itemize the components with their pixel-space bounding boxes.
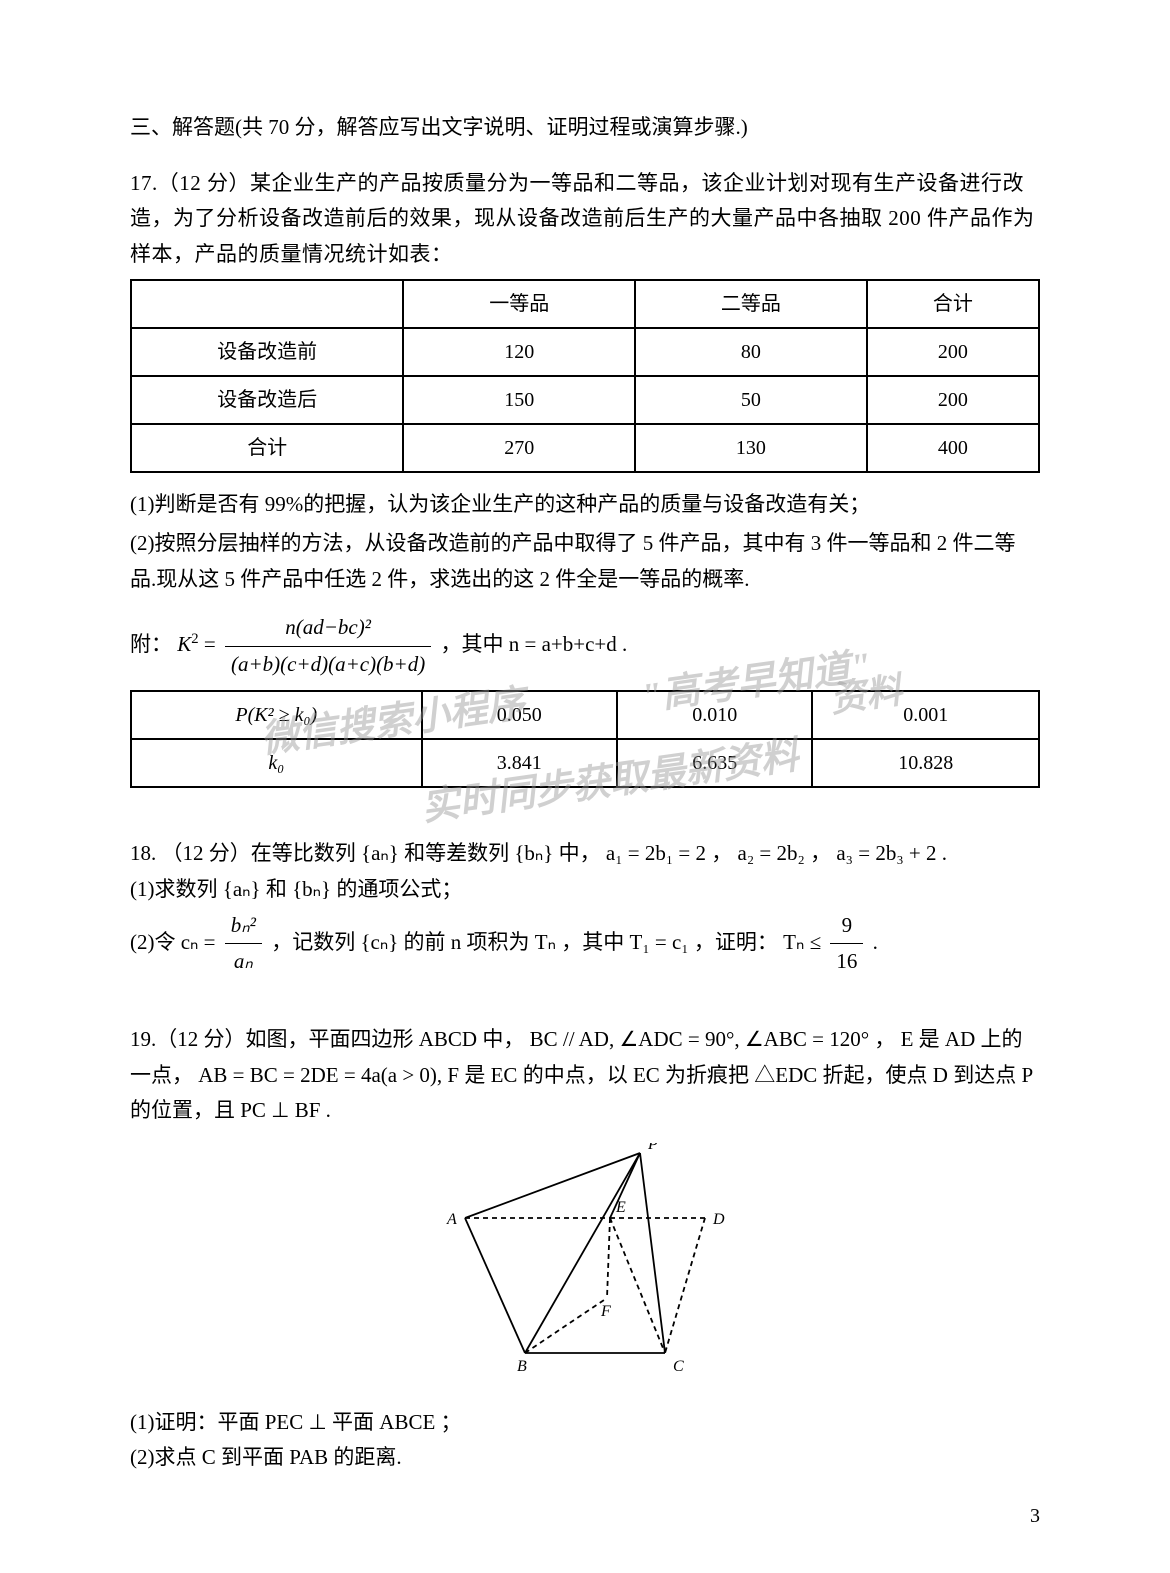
cell: 80 <box>635 328 867 376</box>
table-row: 合计 270 130 400 <box>131 424 1039 472</box>
q18-f1-den: aₙ <box>225 944 262 980</box>
q18-line3: (2)令 cₙ = bₙ² aₙ ，记数列 {cₙ} 的前 n 项积为 Tₙ ，… <box>130 908 1040 980</box>
cell: 270 <box>403 424 635 472</box>
q17-formula: 附： K2 = n(ad−bc)² (a+b)(c+d)(a+c)(b+d) ，… <box>130 610 1040 682</box>
svg-text:A: A <box>446 1211 457 1228</box>
table-row: 设备改造前 120 80 200 <box>131 328 1039 376</box>
t2-h: P(K² ≥ k₀) <box>235 704 317 726</box>
q17-table2: P(K² ≥ k₀) 0.050 0.010 0.001 k₀ 3.841 6.… <box>130 690 1040 788</box>
formula-suffix: ，其中 n = a+b+c+d . <box>440 632 627 656</box>
q18-line1: 18. （12 分）在等比数列 {aₙ} 和等差数列 {bₙ} 中， a₁ = … <box>130 836 1040 872</box>
cell: 200 <box>867 376 1039 424</box>
q19-line1: 19.（12 分）如图，平面四边形 ABCD 中， BC // AD, ∠ADC… <box>130 1022 1040 1129</box>
cell: 130 <box>635 424 867 472</box>
cell: 设备改造前 <box>131 328 403 376</box>
q18-l3-mid: ，记数列 {cₙ} 的前 n 项积为 Tₙ ，其中 T₁ = c₁ ，证明： T… <box>271 930 826 954</box>
cell: 0.001 <box>812 691 1039 739</box>
svg-text:E: E <box>615 1199 626 1216</box>
svg-text:P: P <box>647 1143 658 1153</box>
q19-diagram: A D E P B C F <box>130 1143 1040 1395</box>
cell <box>131 280 403 328</box>
cell: 10.828 <box>812 739 1039 787</box>
svg-text:F: F <box>600 1303 611 1320</box>
q18-f1-num: bₙ² <box>225 908 262 945</box>
table-row: 设备改造后 150 50 200 <box>131 376 1039 424</box>
geometry-svg: A D E P B C F <box>435 1143 735 1383</box>
table-row: P(K² ≥ k₀) 0.050 0.010 0.001 <box>131 691 1039 739</box>
q17-table1: 一等品 二等品 合计 设备改造前 120 80 200 设备改造后 150 50… <box>130 279 1040 473</box>
page-number: 3 <box>1030 1499 1040 1533</box>
cell: P(K² ≥ k₀) <box>131 691 422 739</box>
question-19: 19.（12 分）如图，平面四边形 ABCD 中， BC // AD, ∠ADC… <box>130 1022 1040 1476</box>
svg-text:D: D <box>712 1211 725 1228</box>
cell: 3.841 <box>422 739 617 787</box>
cell: 200 <box>867 328 1039 376</box>
q18-frac1: bₙ² aₙ <box>225 908 262 980</box>
question-17: 17.（12 分）某企业生产的产品按质量分为一等品和二等品，该企业计划对现有生产… <box>130 166 1040 789</box>
q17-sub2: (2)按照分层抽样的方法，从设备改造前的产品中取得了 5 件产品，其中有 3 件… <box>130 526 1040 597</box>
t2-k0: k₀ <box>268 752 284 774</box>
q17-intro: 17.（12 分）某企业生产的产品按质量分为一等品和二等品，该企业计划对现有生产… <box>130 166 1040 273</box>
cell: 一等品 <box>403 280 635 328</box>
formula-den: (a+b)(c+d)(a+c)(b+d) <box>225 647 431 683</box>
table-row: k₀ 3.841 6.635 10.828 <box>131 739 1039 787</box>
formula-k2: K <box>177 632 191 656</box>
formula-prefix: 附： <box>130 632 172 656</box>
cell: 150 <box>403 376 635 424</box>
q18-f2-num: 9 <box>830 908 863 945</box>
cell: k₀ <box>131 739 422 787</box>
table-row: 一等品 二等品 合计 <box>131 280 1039 328</box>
cell: 400 <box>867 424 1039 472</box>
svg-text:C: C <box>673 1358 684 1375</box>
q18-f2-den: 16 <box>830 944 863 980</box>
section-title: 三、解答题(共 70 分，解答应写出文字说明、证明过程或演算步骤.) <box>130 115 748 139</box>
section-header: 三、解答题(共 70 分，解答应写出文字说明、证明过程或演算步骤.) <box>130 110 1040 146</box>
cell: 0.050 <box>422 691 617 739</box>
cell: 设备改造后 <box>131 376 403 424</box>
q18-frac2: 9 16 <box>830 908 863 980</box>
cell: 120 <box>403 328 635 376</box>
cell: 0.010 <box>617 691 812 739</box>
q19-sub1: (1)证明：平面 PEC ⊥ 平面 ABCE ； <box>130 1405 1040 1441</box>
formula-fraction: n(ad−bc)² (a+b)(c+d)(a+c)(b+d) <box>225 610 431 682</box>
cell: 合计 <box>867 280 1039 328</box>
cell: 50 <box>635 376 867 424</box>
svg-text:B: B <box>517 1358 527 1375</box>
q17-sub1: (1)判断是否有 99%的把握，认为该企业生产的这种产品的质量与设备改造有关； <box>130 487 1040 523</box>
cell: 合计 <box>131 424 403 472</box>
q18-l3-suffix: . <box>873 930 878 954</box>
q19-sub2: (2)求点 C 到平面 PAB 的距离. <box>130 1440 1040 1476</box>
cell: 二等品 <box>635 280 867 328</box>
formula-num: n(ad−bc)² <box>225 610 431 647</box>
question-18: 18. （12 分）在等比数列 {aₙ} 和等差数列 {bₙ} 中， a₁ = … <box>130 836 1040 980</box>
q18-line2: (1)求数列 {aₙ} 和 {bₙ} 的通项公式； <box>130 872 1040 908</box>
q18-l3-prefix: (2)令 cₙ = <box>130 930 221 954</box>
cell: 6.635 <box>617 739 812 787</box>
